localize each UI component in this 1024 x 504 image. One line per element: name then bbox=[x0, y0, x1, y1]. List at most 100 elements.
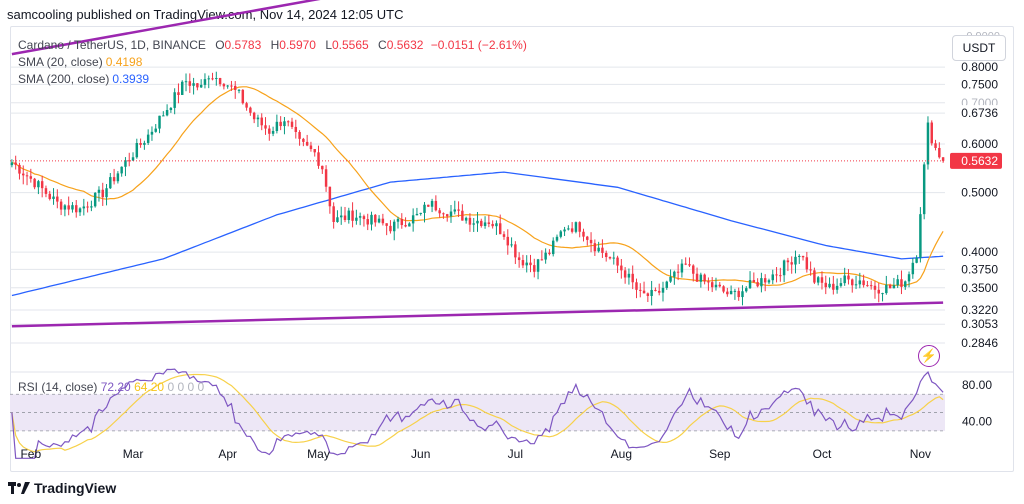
candle-body[interactable] bbox=[767, 280, 771, 283]
candle-body[interactable] bbox=[548, 252, 551, 255]
candle-body[interactable] bbox=[608, 257, 612, 259]
candle-body[interactable] bbox=[487, 222, 491, 224]
sma20-line[interactable] bbox=[11, 86, 944, 287]
candle-body[interactable] bbox=[339, 215, 343, 218]
candle-body[interactable] bbox=[438, 210, 441, 214]
candle-body[interactable] bbox=[695, 273, 699, 282]
candle-body[interactable] bbox=[692, 265, 695, 274]
candle-body[interactable] bbox=[358, 216, 362, 218]
candle-body[interactable] bbox=[97, 189, 101, 193]
candle-body[interactable] bbox=[109, 177, 112, 189]
candle-body[interactable] bbox=[105, 188, 108, 198]
candle-body[interactable] bbox=[302, 138, 305, 142]
candle-body[interactable] bbox=[816, 277, 820, 283]
candle-body[interactable] bbox=[461, 210, 464, 221]
candle-body[interactable] bbox=[184, 81, 188, 83]
trendline-upper-resistance[interactable] bbox=[11, 0, 542, 56]
candle-body[interactable] bbox=[135, 142, 139, 158]
candle-body[interactable] bbox=[392, 221, 396, 232]
candle-body[interactable] bbox=[786, 260, 790, 263]
candle-body[interactable] bbox=[309, 145, 313, 150]
candle-body[interactable] bbox=[661, 287, 665, 293]
candle-body[interactable] bbox=[597, 247, 600, 252]
candle-body[interactable] bbox=[71, 205, 74, 210]
candle-body[interactable] bbox=[869, 285, 873, 287]
candle-body[interactable] bbox=[798, 255, 801, 257]
candle-body[interactable] bbox=[249, 107, 252, 113]
candle-body[interactable] bbox=[351, 210, 354, 221]
candle-body[interactable] bbox=[457, 209, 460, 211]
candle-body[interactable] bbox=[411, 215, 415, 224]
candle-body[interactable] bbox=[900, 279, 903, 287]
candle-body[interactable] bbox=[128, 160, 131, 162]
candle-body[interactable] bbox=[78, 208, 82, 213]
candle-body[interactable] bbox=[472, 223, 475, 225]
candle-body[interactable] bbox=[173, 92, 176, 108]
candle-body[interactable] bbox=[741, 291, 744, 298]
candle-body[interactable] bbox=[286, 121, 290, 123]
candle-body[interactable] bbox=[218, 77, 222, 85]
candle-body[interactable] bbox=[563, 229, 566, 232]
candle-body[interactable] bbox=[215, 77, 218, 80]
candle-body[interactable] bbox=[646, 293, 650, 296]
candle-body[interactable] bbox=[18, 164, 21, 174]
candle-body[interactable] bbox=[404, 225, 407, 227]
candle-body[interactable] bbox=[491, 223, 494, 227]
candle-body[interactable] bbox=[896, 279, 899, 286]
candle-body[interactable] bbox=[502, 234, 506, 237]
candle-body[interactable] bbox=[888, 284, 892, 289]
candle-body[interactable] bbox=[919, 214, 922, 258]
candle-body[interactable] bbox=[620, 265, 623, 271]
candle-body[interactable] bbox=[854, 284, 858, 286]
candle-body[interactable] bbox=[430, 200, 434, 207]
candle-body[interactable] bbox=[279, 121, 282, 127]
candle-body[interactable] bbox=[665, 281, 669, 288]
candle-body[interactable] bbox=[790, 262, 793, 265]
candle-body[interactable] bbox=[904, 281, 907, 287]
candle-body[interactable] bbox=[146, 134, 150, 143]
candle-body[interactable] bbox=[514, 244, 517, 258]
candle-body[interactable] bbox=[283, 121, 286, 127]
candle-body[interactable] bbox=[570, 228, 574, 232]
rsi-line[interactable] bbox=[11, 368, 944, 459]
candle-body[interactable] bbox=[745, 288, 748, 292]
trendline-lower-support[interactable] bbox=[11, 301, 944, 328]
candle-body[interactable] bbox=[67, 205, 70, 210]
candle-body[interactable] bbox=[832, 283, 835, 290]
candle-body[interactable] bbox=[480, 220, 483, 226]
candle-body[interactable] bbox=[453, 209, 457, 212]
candle-body[interactable] bbox=[718, 284, 721, 287]
candle-body[interactable] bbox=[506, 236, 510, 246]
candle-body[interactable] bbox=[332, 206, 335, 222]
candle-body[interactable] bbox=[370, 214, 373, 225]
candle-body[interactable] bbox=[188, 81, 192, 86]
candle-body[interactable] bbox=[782, 260, 786, 276]
candle-body[interactable] bbox=[525, 262, 528, 266]
candle-body[interactable] bbox=[207, 78, 210, 80]
candle-body[interactable] bbox=[593, 243, 597, 252]
candle-body[interactable] bbox=[347, 210, 351, 220]
candle-body[interactable] bbox=[809, 269, 812, 271]
candle-body[interactable] bbox=[203, 79, 207, 85]
candle-body[interactable] bbox=[82, 206, 86, 209]
candle-body[interactable] bbox=[835, 285, 839, 290]
candle-body[interactable] bbox=[139, 142, 142, 145]
candle-body[interactable] bbox=[237, 89, 241, 91]
candle-body[interactable] bbox=[555, 236, 559, 241]
candle-body[interactable] bbox=[601, 247, 604, 253]
candle-body[interactable] bbox=[866, 285, 869, 287]
candle-body[interactable] bbox=[794, 256, 797, 265]
candle-body[interactable] bbox=[101, 189, 104, 198]
candle-body[interactable] bbox=[298, 132, 301, 139]
candle-body[interactable] bbox=[567, 228, 570, 230]
candle-body[interactable] bbox=[907, 274, 911, 282]
candle-body[interactable] bbox=[52, 196, 55, 199]
candle-body[interactable] bbox=[181, 81, 184, 95]
candle-body[interactable] bbox=[275, 121, 279, 131]
candle-body[interactable] bbox=[680, 263, 684, 273]
candle-body[interactable] bbox=[642, 290, 646, 294]
candle-body[interactable] bbox=[389, 225, 392, 232]
candle-body[interactable] bbox=[862, 280, 865, 286]
candle-body[interactable] bbox=[63, 205, 67, 210]
candle-body[interactable] bbox=[551, 240, 555, 255]
